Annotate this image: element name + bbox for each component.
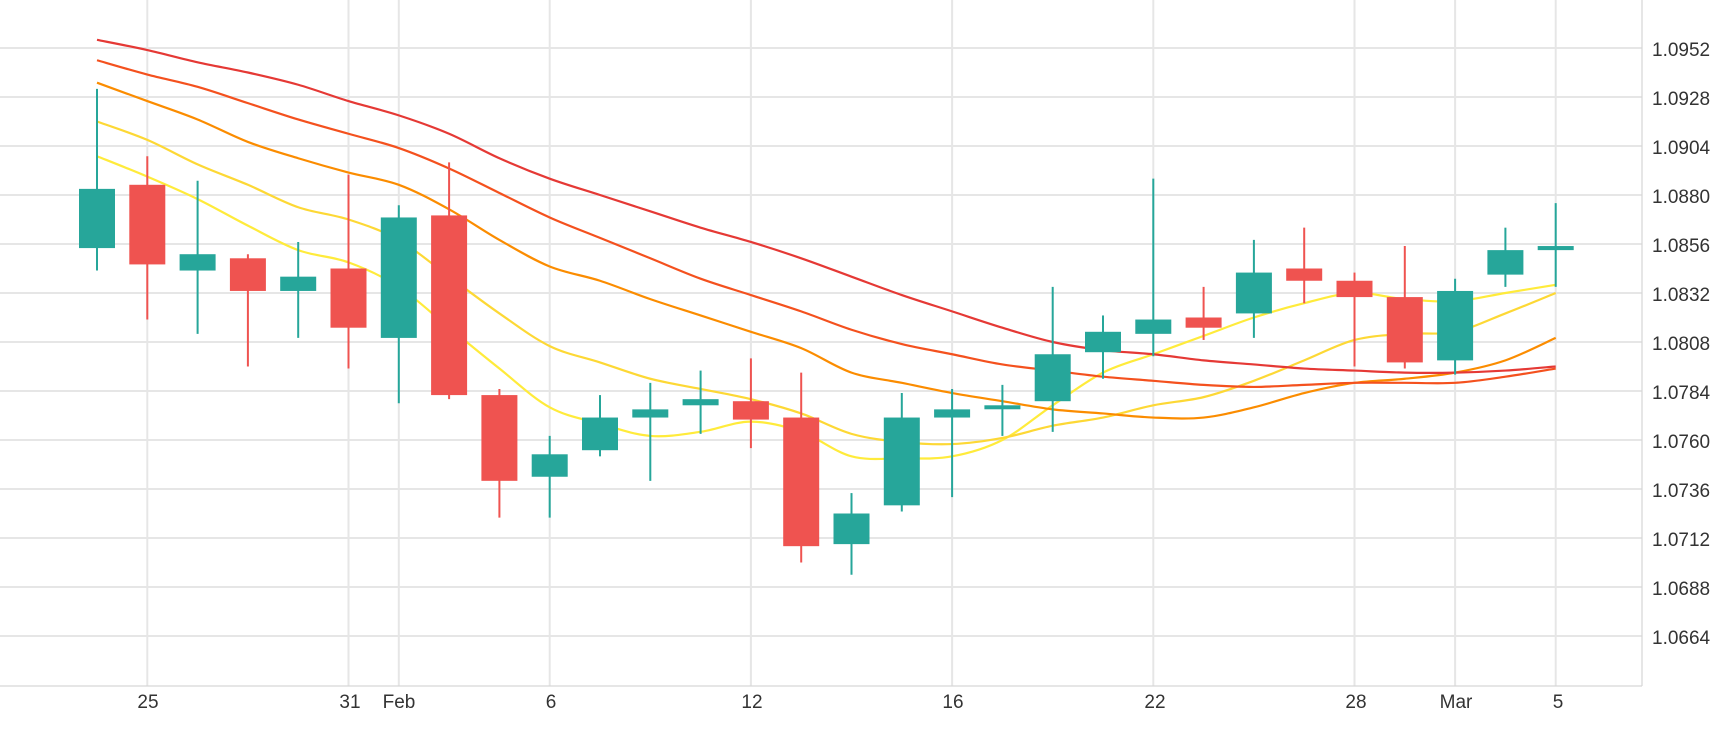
y-tick-label: 1.0712 — [1652, 530, 1710, 551]
x-tick-label: 5 — [1553, 692, 1564, 713]
candle-up — [1135, 178, 1172, 357]
x-tick-label: 16 — [942, 692, 963, 713]
moving-average-line — [96, 120, 1557, 446]
candle-body — [129, 184, 166, 265]
candle-up — [380, 205, 417, 404]
candle-up — [984, 384, 1021, 436]
candle-down — [431, 162, 468, 400]
candle-body — [833, 513, 870, 545]
candle-down — [481, 388, 518, 518]
x-tick-label: 22 — [1144, 692, 1165, 713]
x-tick-label: Feb — [383, 692, 416, 713]
candle-body — [682, 399, 719, 406]
candle-body — [179, 254, 216, 271]
candle-up — [179, 180, 216, 334]
candle-body — [229, 258, 266, 291]
candle-up — [1235, 239, 1272, 338]
y-tick-label: 1.0736 — [1652, 481, 1710, 502]
candle-body — [1487, 250, 1524, 275]
x-tick-label: 6 — [546, 692, 557, 713]
candle-body — [783, 417, 820, 547]
candle-down — [1286, 227, 1323, 304]
y-axis-labels: 1.0952 1.0928 1.0904 1.0880 1.0856 1.083… — [1652, 40, 1711, 649]
candle-body — [1235, 272, 1272, 314]
y-tick-label: 1.0952 — [1652, 40, 1710, 61]
candle-up — [79, 88, 115, 271]
candle-body — [481, 395, 518, 481]
y-tick-label: 1.0664 — [1652, 628, 1711, 649]
y-tick-label: 1.0784 — [1652, 383, 1711, 404]
candle-up — [833, 493, 870, 575]
candle-body — [531, 454, 568, 477]
y-tick-label: 1.0688 — [1652, 579, 1710, 600]
candle-body — [1336, 280, 1373, 298]
candle-body — [1185, 317, 1222, 328]
candle-down — [783, 372, 820, 563]
candle-up — [280, 241, 317, 338]
x-axis-labels: 25 31 Feb 6 12 16 22 28 Mar 5 — [137, 692, 1563, 713]
candle-up — [1537, 203, 1574, 287]
candle-body — [934, 409, 971, 418]
candle-down — [732, 358, 769, 449]
moving-average-line — [96, 38, 1556, 374]
candle-up — [934, 388, 971, 498]
candle-body — [1286, 268, 1323, 281]
candle-up — [1437, 278, 1474, 375]
x-tick-label: 31 — [339, 692, 360, 713]
y-tick-label: 1.0760 — [1652, 432, 1710, 453]
x-tick-label: 28 — [1345, 692, 1366, 713]
x-tick-label: 12 — [741, 692, 762, 713]
moving-average-line — [96, 81, 1557, 420]
candle-body — [380, 217, 417, 338]
y-tick-label: 1.0904 — [1652, 138, 1711, 159]
candle-body — [582, 417, 618, 451]
y-tick-label: 1.0856 — [1652, 236, 1710, 257]
y-tick-label: 1.0808 — [1652, 334, 1710, 355]
candle-body — [79, 188, 115, 249]
candle-up — [883, 393, 920, 512]
candle-up — [582, 395, 618, 457]
candle-down — [1185, 286, 1222, 340]
candle-up — [1085, 315, 1121, 379]
moving-average-line — [96, 155, 1556, 461]
candle-body — [1135, 319, 1172, 334]
y-tick-label: 1.0880 — [1652, 187, 1710, 208]
candle-body — [632, 409, 669, 418]
candle-body — [984, 405, 1021, 410]
candle-body — [431, 215, 468, 396]
candle-up — [1034, 286, 1071, 432]
candle-down — [1386, 246, 1423, 369]
candle-up — [682, 370, 719, 434]
candle-down — [1336, 272, 1373, 367]
y-tick-label: 1.0832 — [1652, 285, 1710, 306]
candle-body — [1034, 354, 1071, 402]
x-tick-label: 25 — [137, 692, 158, 713]
candle-body — [732, 401, 769, 420]
candle-up — [531, 435, 568, 518]
candle-down — [129, 156, 166, 320]
candle-body — [1537, 246, 1574, 251]
candle-body — [883, 417, 920, 506]
candle-body — [1386, 297, 1423, 363]
candle-down — [330, 174, 367, 369]
moving-average-line — [96, 59, 1556, 389]
grid — [0, 0, 1642, 686]
y-tick-label: 1.0928 — [1652, 89, 1710, 110]
candle-body — [1437, 290, 1474, 361]
candle-down — [229, 254, 266, 367]
moving-average-lines — [96, 38, 1557, 461]
candle-up — [632, 382, 669, 481]
candle-body — [1085, 331, 1121, 353]
candle-body — [280, 276, 317, 291]
candle-up — [1487, 227, 1524, 287]
candle-body — [330, 268, 367, 328]
x-tick-label: Mar — [1440, 692, 1473, 713]
candles — [79, 88, 1574, 575]
